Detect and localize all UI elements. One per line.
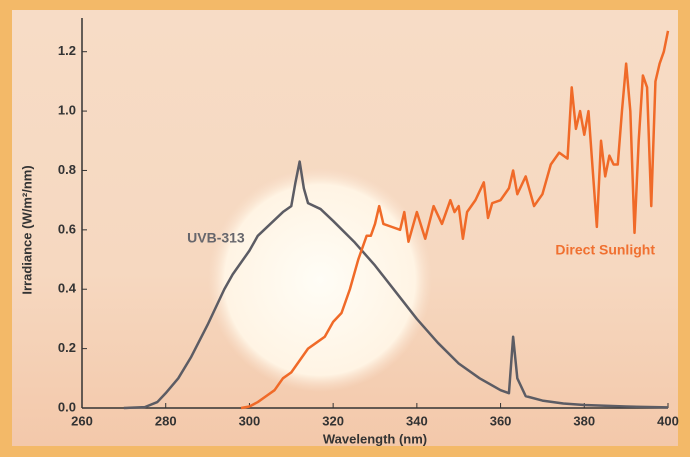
series-line (240, 30, 670, 410)
x-tick-label: 300 (239, 413, 261, 428)
x-axis-label: Wavelength (nm) (323, 431, 427, 446)
series-line (123, 160, 669, 410)
y-tick-label: 1.2 (58, 43, 76, 58)
annotation: Direct Sunlight (555, 241, 655, 257)
y-tick-label: 0.2 (58, 340, 76, 355)
x-tick-label: 260 (71, 413, 93, 428)
y-tick-label: 0.0 (58, 399, 76, 414)
annotation: UVB-313 (187, 229, 245, 245)
x-tick-label: 380 (573, 413, 595, 428)
y-axis-label: Irradiance (W/m²/nm) (19, 165, 34, 294)
y-tick-label: 0.4 (58, 281, 77, 296)
x-tick-label: 400 (657, 413, 679, 428)
y-tick-label: 1.0 (58, 103, 76, 118)
x-tick-label: 320 (322, 413, 344, 428)
y-tick-label: 0.8 (58, 162, 76, 177)
x-tick-label: 360 (490, 413, 512, 428)
x-tick-label: 280 (155, 413, 177, 428)
x-tick-label: 340 (406, 413, 428, 428)
sun-glow (208, 168, 432, 392)
y-tick-label: 0.6 (58, 221, 76, 236)
